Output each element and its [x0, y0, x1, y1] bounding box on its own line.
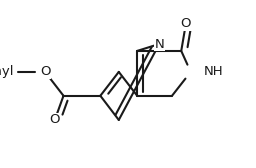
Text: methyl: methyl	[0, 65, 14, 78]
Text: O: O	[49, 113, 60, 127]
Text: N: N	[154, 37, 164, 51]
Text: O: O	[180, 17, 191, 30]
Text: O: O	[40, 65, 50, 78]
Text: NH: NH	[204, 65, 223, 78]
